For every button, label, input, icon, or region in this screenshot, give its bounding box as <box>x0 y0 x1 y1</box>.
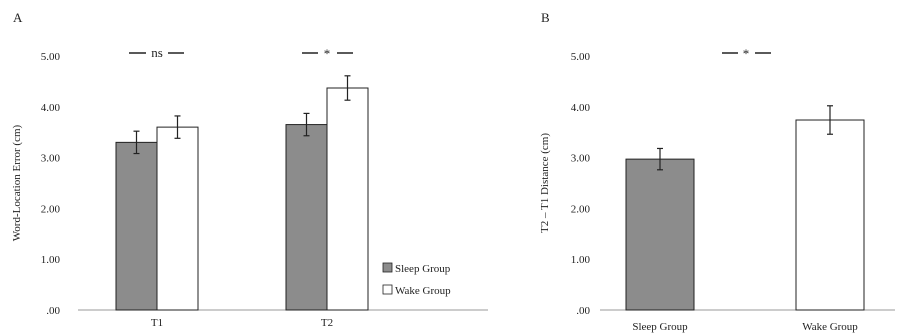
panel-b-label: B <box>541 10 550 25</box>
panel-b-y-ticks: .00 1.00 2.00 3.00 4.00 5.00 <box>571 51 591 317</box>
x-tick-label: T1 <box>151 317 163 329</box>
x-tick-label: T2 <box>321 317 333 329</box>
bar-wake-group <box>795 119 865 311</box>
x-tick-label: Sleep Group <box>632 321 688 333</box>
panel-a-bars <box>115 75 369 311</box>
y-tick-label: 2.00 <box>41 203 61 215</box>
y-tick-label: 5.00 <box>41 51 61 63</box>
panel-a-x-ticks: T1 T2 <box>151 317 333 329</box>
legend-sleep-label: Sleep Group <box>395 263 451 275</box>
y-tick-label: 5.00 <box>571 51 591 63</box>
x-tick-label: Wake Group <box>802 321 858 333</box>
legend: Sleep Group Wake Group <box>382 262 451 297</box>
panel-b-bars <box>625 105 865 311</box>
bar-wake-T2 <box>326 87 369 311</box>
bar-wake-T1 <box>156 126 199 311</box>
y-tick-label: .00 <box>576 305 590 317</box>
y-tick-label: 4.00 <box>41 102 61 114</box>
annotation-b: * <box>722 46 771 61</box>
y-tick-label: 1.00 <box>41 254 61 266</box>
annotation-t2: * <box>302 46 353 61</box>
panel-a: A Word-Location Error (cm) .00 1.00 2.00 3.… <box>11 10 488 329</box>
panel-a-y-ticks: .00 1.00 2.00 3.00 4.00 5.00 <box>41 51 61 317</box>
bar-sleep-T2 <box>285 124 328 311</box>
annotation-t2-label: * <box>324 46 331 61</box>
panel-a-y-axis-label: Word-Location Error (cm) <box>11 124 23 241</box>
legend-sleep-swatch <box>382 262 393 273</box>
y-tick-label: 1.00 <box>571 254 591 266</box>
y-tick-label: 4.00 <box>571 102 591 114</box>
y-tick-label: 3.00 <box>571 153 591 165</box>
panel-b-x-ticks: Sleep Group Wake Group <box>632 321 858 333</box>
legend-wake-label: Wake Group <box>395 285 451 297</box>
panel-b-y-axis-label: T2 – T1 Distance (cm) <box>539 133 551 233</box>
y-tick-label: 2.00 <box>571 203 591 215</box>
annotation-t1: ns <box>129 45 184 60</box>
panel-b: B T2 – T1 Distance (cm) .00 1.00 2.00 3.00 4… <box>539 10 895 333</box>
panel-a-label: A <box>13 10 23 25</box>
y-tick-label: .00 <box>46 305 60 317</box>
legend-wake-swatch <box>382 284 393 295</box>
bar-sleep-T1 <box>115 141 158 311</box>
annotation-b-label: * <box>743 46 750 61</box>
bar-sleep-group <box>625 158 695 311</box>
annotation-t1-label: ns <box>151 45 163 60</box>
y-tick-label: 3.00 <box>41 153 61 165</box>
